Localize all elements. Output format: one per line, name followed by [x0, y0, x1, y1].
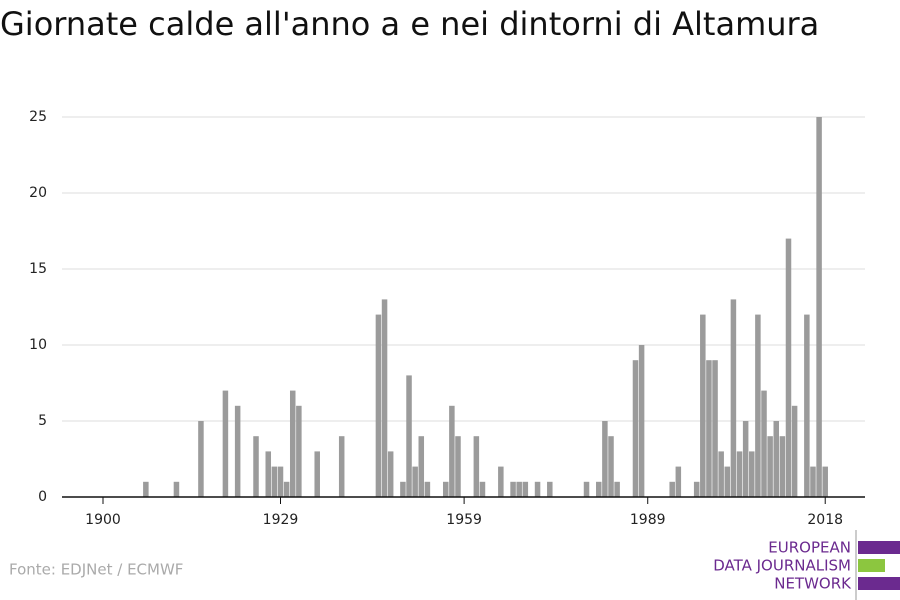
bar — [816, 117, 822, 497]
bar — [669, 481, 675, 497]
bar — [449, 405, 455, 497]
bar — [522, 481, 529, 497]
bar — [234, 405, 241, 497]
bar — [742, 421, 749, 497]
bar — [810, 466, 816, 497]
bar — [779, 436, 786, 497]
bar — [614, 481, 620, 497]
chart-title: Giornate calde all'anno a e nei dintorni… — [0, 5, 819, 43]
bar — [473, 436, 480, 497]
bar — [712, 360, 718, 497]
bar — [749, 451, 755, 497]
x-tick-label: 1959 — [446, 512, 482, 528]
bar — [253, 436, 259, 497]
logo-bar — [858, 541, 900, 554]
bar — [271, 466, 278, 497]
bar — [700, 314, 706, 497]
bar — [406, 375, 412, 497]
source: Fonte: EDJNet / ECMWF — [9, 561, 183, 579]
bar — [583, 481, 590, 497]
bar — [804, 314, 810, 497]
bar — [547, 481, 553, 497]
bar — [338, 436, 345, 497]
bar — [381, 299, 388, 497]
bar — [761, 390, 767, 497]
logo-bar — [858, 559, 885, 572]
bar — [314, 451, 320, 497]
bar — [455, 436, 461, 497]
bar — [289, 390, 296, 497]
bar — [412, 466, 418, 497]
bar — [736, 451, 743, 497]
logo-text: EUROPEAN — [768, 539, 851, 557]
bar — [375, 314, 382, 497]
y-tick-label: 10 — [29, 337, 47, 353]
bar — [143, 481, 149, 497]
bar — [265, 451, 272, 497]
logo-bar — [858, 577, 900, 590]
bar — [277, 466, 284, 497]
bar — [602, 421, 608, 497]
bar — [822, 466, 828, 497]
x-tick-label: 1900 — [85, 512, 121, 528]
bar — [632, 360, 639, 497]
bar — [498, 466, 504, 497]
logo-text: NETWORK — [774, 575, 852, 593]
bar — [534, 481, 541, 497]
bar — [718, 451, 724, 497]
bar — [516, 481, 522, 497]
bar — [222, 390, 229, 497]
x-tick-label: 1929 — [263, 512, 299, 528]
bar — [791, 405, 798, 497]
bar — [724, 466, 731, 497]
y-tick-label: 0 — [38, 489, 47, 505]
bar — [730, 299, 737, 497]
bar — [387, 451, 394, 497]
bar — [675, 466, 682, 497]
bar — [283, 481, 290, 497]
y-tick-label: 5 — [38, 413, 47, 429]
bar — [442, 481, 449, 497]
bar — [785, 238, 792, 497]
bar — [400, 481, 406, 497]
bar — [755, 314, 761, 497]
logo-text: DATA JOURNALISM — [713, 557, 851, 575]
bar — [296, 405, 302, 497]
bar — [173, 481, 180, 497]
y-tick-label: 25 — [29, 109, 47, 125]
x-tick-label: 2018 — [807, 512, 843, 528]
bar — [638, 345, 645, 497]
bar — [773, 421, 780, 497]
bar — [479, 481, 486, 497]
bar — [706, 360, 712, 497]
bar — [510, 481, 516, 497]
bar — [418, 436, 425, 497]
y-tick-label: 15 — [29, 261, 47, 277]
bar — [693, 481, 700, 497]
bar — [424, 481, 431, 497]
bar — [198, 421, 204, 497]
bar — [767, 436, 773, 497]
y-tick-label: 20 — [29, 185, 47, 201]
x-tick-label: 1989 — [630, 512, 666, 528]
bar — [608, 436, 614, 497]
bar — [596, 481, 602, 497]
